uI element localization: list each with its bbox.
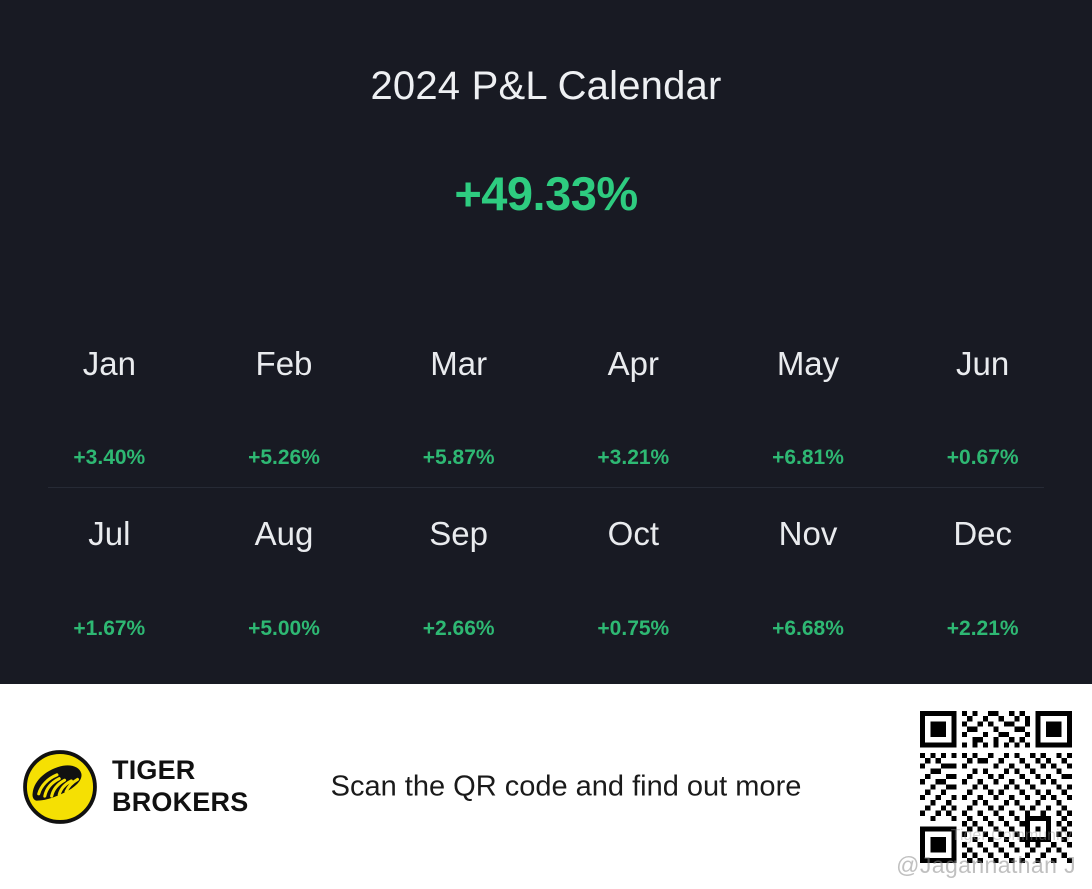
scan-qr-cta-text: Scan the QR code and find out more [330, 770, 802, 802]
month-label: Sep [429, 515, 489, 553]
month-return: +3.40% [73, 446, 146, 470]
month-label: Jan [82, 345, 136, 382]
month-cell-may[interactable]: May +6.81% [721, 318, 896, 487]
qr-code[interactable] [920, 710, 1072, 863]
month-row-first-half: Jan +3.40% Feb +5.26% Mar +5.87% Apr +3.… [0, 318, 1092, 487]
month-label: Apr [607, 345, 659, 382]
month-label: Jun [956, 345, 1010, 382]
brand-name: TIGER BROKERS [112, 755, 248, 818]
month-cell-sep[interactable]: Sep +2.66% [371, 488, 546, 657]
month-cell-aug[interactable]: Aug +5.00% [197, 488, 372, 657]
month-label: Dec [953, 515, 1012, 553]
month-cell-jul[interactable]: Jul +1.67% [22, 488, 197, 657]
month-return: +1.67% [73, 616, 146, 640]
brand-name-line1: TIGER [112, 755, 196, 786]
month-grid: Jan +3.40% Feb +5.26% Mar +5.87% Apr +3.… [0, 318, 1092, 658]
month-label: May [776, 345, 840, 382]
total-return-value: +49.33% [454, 167, 638, 220]
month-return: +2.21% [946, 616, 1019, 640]
month-cell-jun[interactable]: Jun +0.67% [895, 318, 1070, 487]
month-return: +0.67% [946, 446, 1019, 470]
month-label: Nov [778, 515, 838, 553]
brand-lockup: TIGER BROKERS [22, 749, 248, 825]
month-row-second-half: Jul +1.67% Aug +5.00% Sep +2.66% Oct +0.… [0, 488, 1092, 657]
tiger-brokers-logo-icon [22, 749, 98, 825]
calendar-panel: 2024 P&L Calendar +49.33% Jan +3.40% Feb… [0, 0, 1092, 684]
month-return: +5.87% [422, 446, 495, 470]
month-label: Mar [430, 345, 488, 382]
month-return: +0.75% [597, 616, 670, 640]
page-title: 2024 P&L Calendar [370, 64, 722, 108]
month-cell-dec[interactable]: Dec +2.21% [895, 488, 1070, 657]
brand-name-line2: BROKERS [112, 786, 249, 817]
month-cell-oct[interactable]: Oct +0.75% [546, 488, 721, 657]
month-cell-nov[interactable]: Nov +6.68% [721, 488, 896, 657]
month-return: +6.68% [772, 616, 844, 640]
month-cell-feb[interactable]: Feb +5.26% [197, 318, 372, 487]
month-label: Aug [254, 515, 314, 553]
month-return: +3.21% [597, 446, 670, 470]
month-cell-jan[interactable]: Jan +3.40% [22, 318, 197, 487]
footer-bar: TIGER BROKERS Scan the QR code and find … [0, 684, 1092, 889]
month-return: +5.00% [248, 616, 320, 640]
month-return: +6.81% [772, 446, 844, 470]
row-divider [48, 487, 1044, 489]
month-label: Jul [88, 515, 131, 553]
month-label: Feb [255, 345, 313, 382]
month-return: +2.66% [422, 616, 495, 640]
month-return: +5.26% [248, 446, 320, 470]
month-label: Oct [607, 515, 659, 553]
month-cell-apr[interactable]: Apr +3.21% [546, 318, 721, 487]
month-cell-mar[interactable]: Mar +5.87% [371, 318, 546, 487]
